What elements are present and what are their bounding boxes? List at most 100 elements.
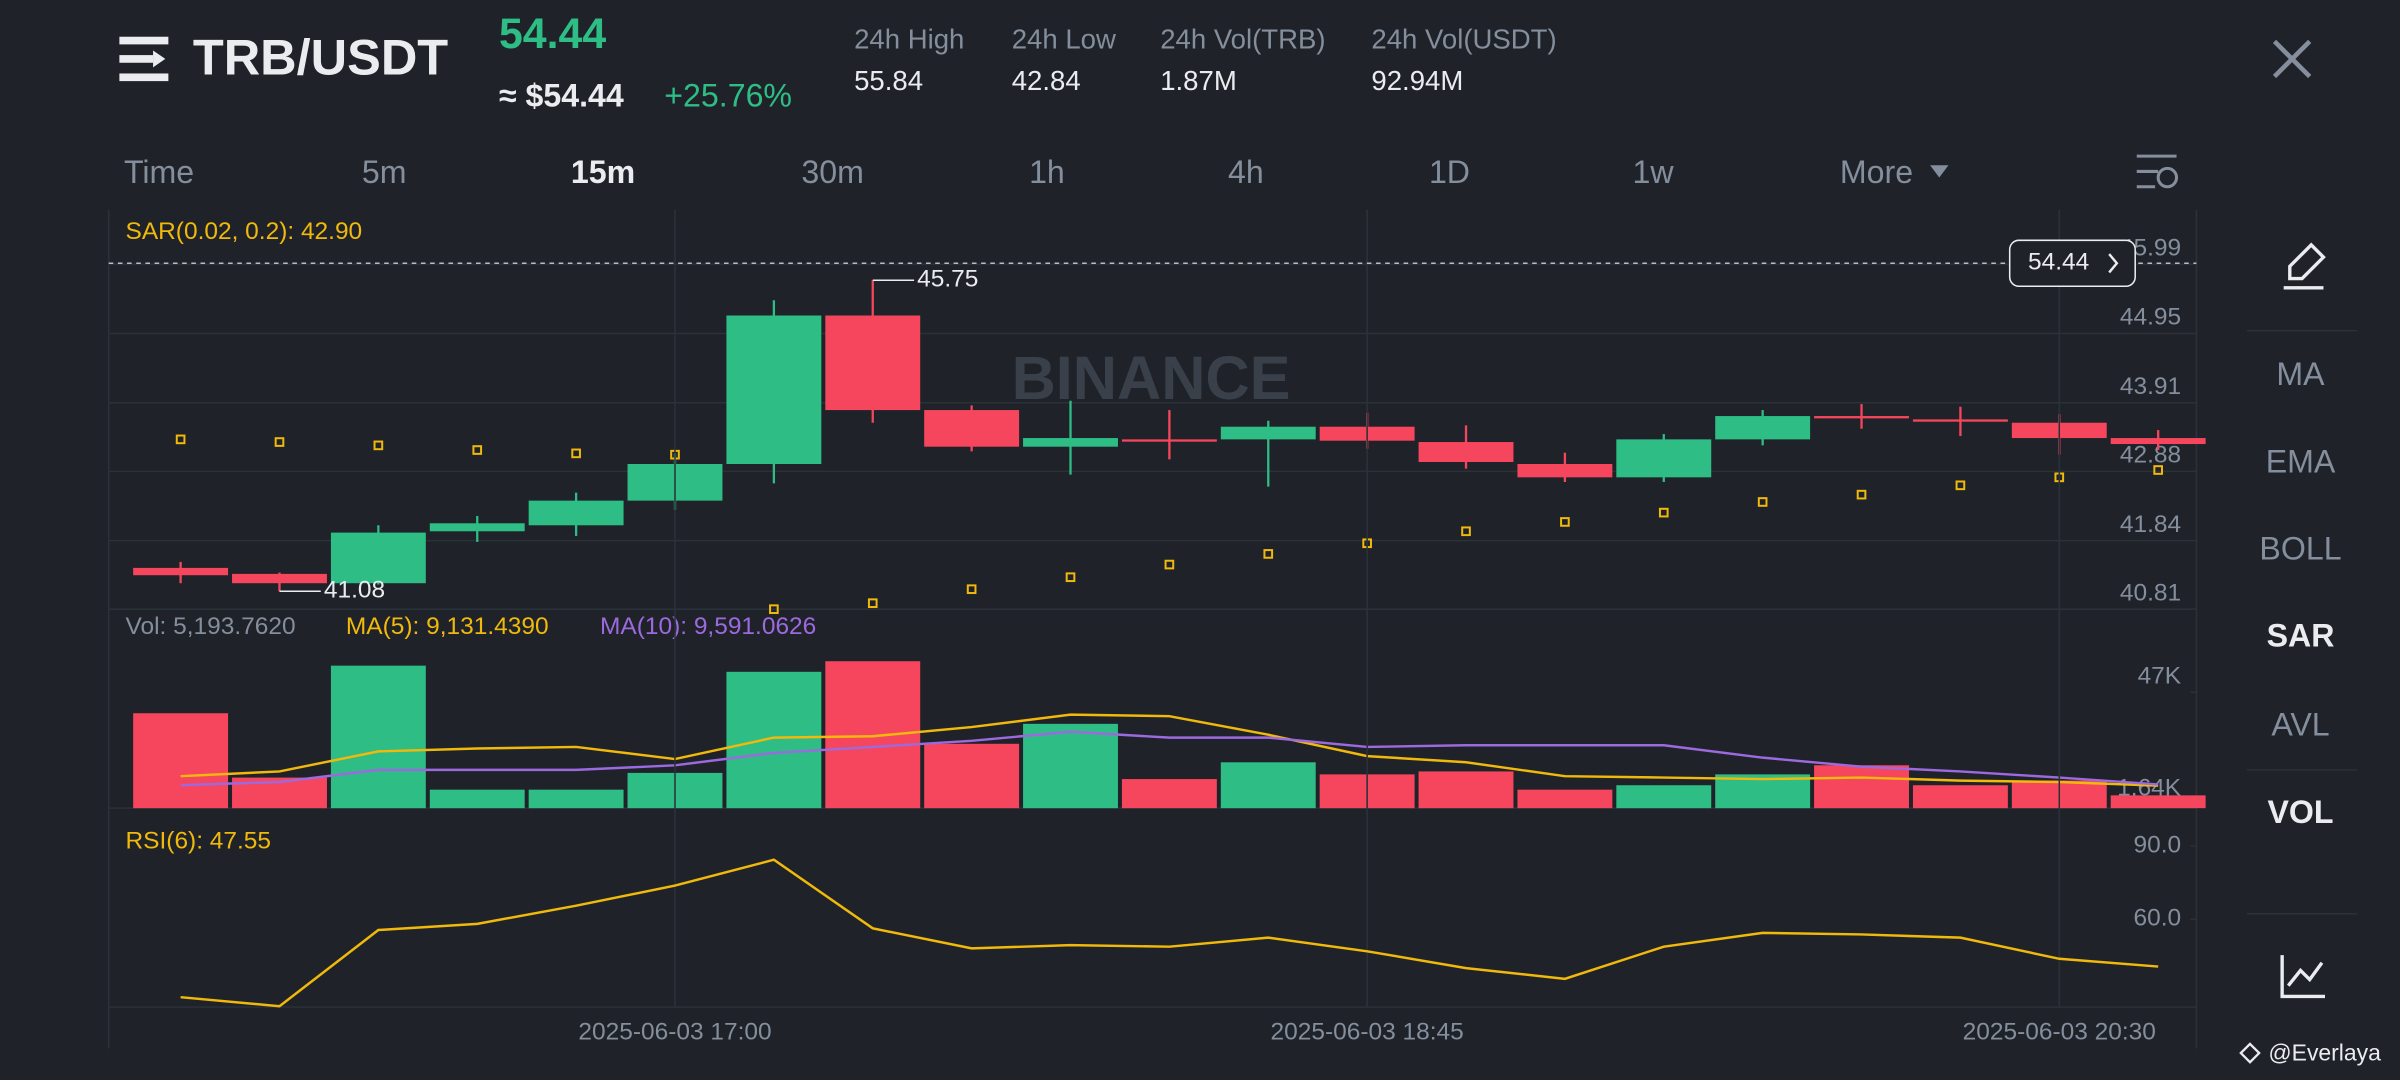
candle-body bbox=[825, 315, 921, 411]
stat-label: 24h Low bbox=[1012, 24, 1116, 55]
current-price-tag[interactable]: 54.44 bbox=[2008, 239, 2136, 287]
candle-body bbox=[1220, 426, 1316, 440]
volume-bar bbox=[1912, 785, 2008, 809]
volume-bar bbox=[1121, 779, 1217, 809]
volume-bar bbox=[924, 743, 1020, 809]
sar-dot bbox=[1856, 489, 1867, 500]
x-tick-label: 2025-06-03 18:45 bbox=[1271, 1019, 1464, 1046]
volume-bar bbox=[1517, 789, 1613, 809]
last-price: 54.44 bbox=[499, 10, 606, 58]
interval-tab[interactable]: 15m bbox=[571, 154, 635, 190]
stat-label: 24h High bbox=[854, 24, 964, 55]
annotation: 45.75 bbox=[917, 266, 978, 293]
candle-body bbox=[330, 532, 426, 584]
footer: @Everlaya bbox=[2268, 1040, 2381, 1066]
candle-body bbox=[232, 573, 327, 584]
icon-stroke bbox=[2286, 961, 2324, 987]
legend-entry: MA(10): 9,591.0626 bbox=[600, 613, 816, 640]
volume-bar bbox=[825, 661, 921, 809]
interval-tab[interactable]: 1h bbox=[1029, 154, 1065, 190]
interval-tab[interactable]: 4h bbox=[1228, 154, 1264, 190]
candle-body bbox=[429, 523, 525, 532]
indicator-line bbox=[180, 858, 2159, 1008]
candle-body bbox=[726, 315, 822, 465]
indicator-line bbox=[180, 730, 2159, 787]
sar-dot bbox=[1560, 517, 1570, 527]
chart-settings-icon[interactable] bbox=[2136, 154, 2179, 189]
candle-body bbox=[1912, 419, 2008, 422]
volume-bar bbox=[1616, 785, 1712, 809]
stats: 24h High 55.84 24h Low 42.84 24h Vol(TRB) 1.8… bbox=[854, 24, 1557, 96]
legend-entry: MA(5): 9,131.4390 bbox=[346, 613, 549, 640]
indicator-option[interactable]: AVL bbox=[2271, 707, 2329, 743]
y-tick-label: 44.95 bbox=[2120, 304, 2181, 331]
legend-entry: RSI(6): 47.55 bbox=[126, 827, 272, 854]
stat-label: 24h Vol(TRB) bbox=[1160, 24, 1325, 55]
indicator-option[interactable]: MA bbox=[2276, 356, 2325, 392]
sar-dot bbox=[966, 584, 977, 595]
volume-bar bbox=[2110, 795, 2206, 809]
interval-tab[interactable]: 30m bbox=[801, 154, 863, 190]
x-tick-label: 2025-06-03 17:00 bbox=[578, 1019, 771, 1046]
volume-bar bbox=[1418, 771, 1514, 809]
volume-bar bbox=[726, 671, 822, 809]
sar-dot bbox=[1955, 480, 1966, 491]
sar-dot bbox=[571, 448, 581, 459]
sar-dot bbox=[1757, 497, 1768, 507]
close-button[interactable] bbox=[2272, 39, 2312, 79]
indicator-option[interactable]: EMA bbox=[2266, 443, 2336, 479]
sar-dot bbox=[373, 440, 384, 451]
menu-bar bbox=[119, 36, 169, 45]
candle-body bbox=[2110, 438, 2206, 445]
sar-dot bbox=[1164, 559, 1175, 570]
pair[interactable]: TRB/USDT bbox=[193, 29, 448, 86]
interval-tab[interactable]: Time bbox=[124, 154, 194, 190]
stat-value: 42.84 bbox=[1012, 65, 1081, 96]
indicator-chart-icon[interactable] bbox=[2280, 955, 2325, 999]
price-usd: ≈ $54.44 bbox=[499, 77, 624, 113]
interval-tabs: Time 5m 15m 30m 1h 4h 1D 1w More bbox=[124, 154, 1913, 190]
indicator-option[interactable]: SAR bbox=[2267, 618, 2335, 654]
stat-label: 24h Vol(USDT) bbox=[1371, 24, 1556, 55]
sar-dot bbox=[1461, 526, 1471, 537]
candle-body bbox=[1023, 438, 1118, 447]
candle-body bbox=[1121, 439, 1217, 442]
interval-tab[interactable]: 1D bbox=[1429, 154, 1470, 190]
candle-body bbox=[1616, 439, 1712, 478]
interval-tab[interactable]: More bbox=[1840, 154, 1913, 190]
stat-value: 92.94M bbox=[1371, 65, 1463, 96]
sar-dot bbox=[472, 445, 483, 455]
interval-tab[interactable]: 1w bbox=[1633, 154, 1675, 190]
stat-value: 55.84 bbox=[854, 65, 923, 96]
volume-bar bbox=[528, 789, 624, 809]
more-arrow bbox=[1930, 165, 1949, 178]
candle-body bbox=[528, 500, 624, 526]
legend-entry: Vol: 5,193.7620 bbox=[126, 613, 296, 640]
menu-bar bbox=[119, 55, 154, 63]
menu-bar bbox=[119, 73, 169, 82]
indicator-line bbox=[180, 713, 2159, 787]
draw-tool-icon[interactable] bbox=[2283, 242, 2326, 290]
indicator-option[interactable]: VOL bbox=[2267, 794, 2333, 830]
tag-box bbox=[2008, 239, 2136, 287]
sar-dot bbox=[1263, 549, 1274, 559]
y-tick-label: 47K bbox=[2138, 662, 2182, 689]
volume-bar bbox=[1220, 762, 1316, 809]
indicator-option[interactable]: BOLL bbox=[2259, 531, 2341, 567]
candle-body bbox=[1814, 416, 1909, 419]
icon-stroke bbox=[2280, 955, 2325, 999]
menu-icon[interactable] bbox=[119, 36, 169, 82]
sar-dot bbox=[1065, 572, 1076, 583]
icon-stroke bbox=[2288, 242, 2326, 281]
menu-arrow bbox=[153, 50, 166, 68]
y-tick-label: 40.81 bbox=[2120, 579, 2181, 606]
annotation: 41.08 bbox=[324, 577, 385, 604]
watermark: BINANCE bbox=[1012, 344, 1291, 412]
sar-dot bbox=[274, 437, 285, 447]
plot-area: 45.9944.9543.9142.8841.8440.81SAR(0.02, … bbox=[108, 209, 2206, 1046]
volume-bar bbox=[330, 665, 426, 809]
volume-bar bbox=[1023, 723, 1118, 809]
candle-body bbox=[133, 567, 229, 576]
interval-tab[interactable]: 5m bbox=[362, 154, 407, 190]
